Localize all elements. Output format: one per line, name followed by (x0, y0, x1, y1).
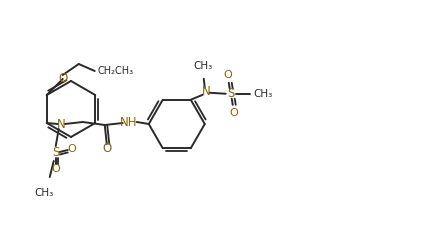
Text: O: O (102, 141, 112, 155)
Text: O: O (229, 108, 238, 118)
Text: NH: NH (120, 116, 138, 128)
Text: O: O (58, 72, 67, 84)
Text: O: O (224, 70, 232, 80)
Text: O: O (51, 164, 60, 174)
Text: S: S (52, 146, 59, 160)
Text: CH₃: CH₃ (254, 89, 273, 99)
Text: S: S (227, 87, 234, 100)
Text: N: N (56, 118, 65, 131)
Text: N: N (201, 85, 210, 98)
Text: CH₃: CH₃ (193, 61, 212, 71)
Text: CH₃: CH₃ (34, 188, 53, 198)
Text: O: O (67, 144, 76, 154)
Text: CH₂CH₃: CH₂CH₃ (98, 66, 134, 76)
